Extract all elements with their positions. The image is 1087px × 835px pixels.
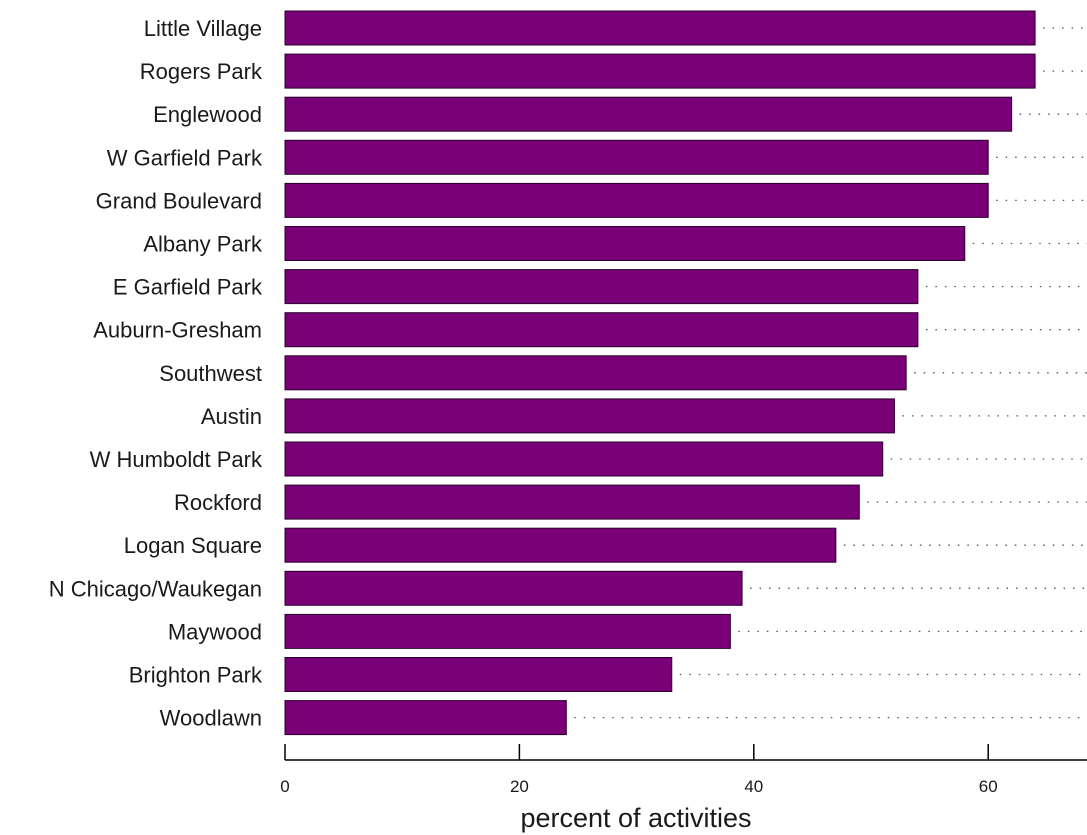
x-tick-label: 60 — [979, 777, 998, 796]
bar — [284, 613, 731, 649]
bar — [284, 441, 884, 477]
bar — [284, 527, 837, 563]
bars-group — [284, 10, 1036, 736]
bar — [284, 269, 919, 305]
bar — [284, 10, 1036, 46]
category-label: Englewood — [153, 102, 262, 127]
category-label: Maywood — [168, 619, 262, 644]
category-label: Austin — [201, 404, 262, 429]
bar — [284, 312, 919, 348]
category-label: W Humboldt Park — [90, 447, 263, 472]
category-label: N Chicago/Waukegan — [49, 576, 262, 601]
bar — [284, 657, 673, 692]
x-axis-title: percent of activities — [520, 803, 751, 833]
category-label: Woodlawn — [160, 706, 262, 731]
bar — [284, 53, 1036, 89]
category-label: Rockford — [174, 490, 262, 515]
bar — [284, 700, 567, 736]
category-label: Albany Park — [143, 232, 263, 257]
bar — [284, 484, 860, 520]
category-label: Southwest — [159, 361, 262, 386]
x-tick-label: 20 — [510, 777, 529, 796]
category-label: Rogers Park — [140, 59, 263, 84]
category-label: E Garfield Park — [113, 275, 263, 300]
category-label: W Garfield Park — [107, 145, 263, 170]
bar — [284, 139, 989, 175]
bar — [284, 398, 895, 434]
category-label: Auburn-Gresham — [93, 318, 262, 343]
bar — [284, 96, 1013, 132]
bar — [284, 182, 989, 218]
x-axis: 0 20 40 60 — [280, 744, 1087, 796]
category-label: Logan Square — [124, 533, 262, 558]
bar — [284, 226, 966, 261]
category-label: Grand Boulevard — [96, 188, 262, 213]
bar — [284, 355, 907, 391]
guide-lines — [574, 27, 1087, 719]
x-tick-label: 40 — [744, 777, 763, 796]
category-label: Little Village — [144, 16, 262, 41]
category-labels: Little Village Rogers Park Englewood W Garf… — [49, 16, 263, 731]
category-label: Brighton Park — [129, 663, 263, 688]
bar — [284, 570, 743, 606]
x-tick-label: 0 — [280, 777, 289, 796]
